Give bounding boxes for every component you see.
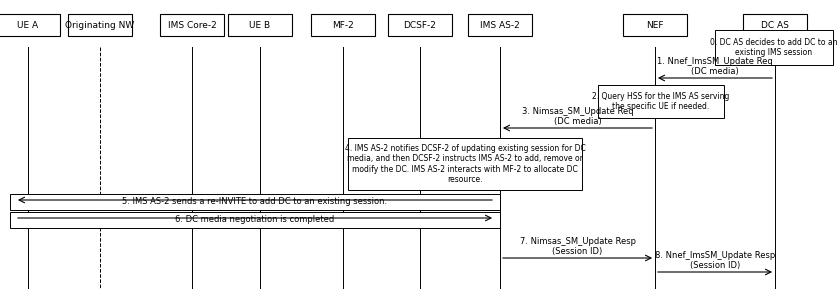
Text: 3. Nimsas_SM_Update Req
(DC media): 3. Nimsas_SM_Update Req (DC media)	[522, 107, 634, 126]
Text: DC AS: DC AS	[761, 21, 789, 30]
Text: 2. Query HSS for the IMS AS serving
the specific UE if needed.: 2. Query HSS for the IMS AS serving the …	[592, 92, 730, 111]
Bar	[10, 194, 500, 210]
Text: DCSF-2: DCSF-2	[404, 21, 437, 30]
Text: MF-2: MF-2	[332, 21, 354, 30]
Bar	[468, 14, 532, 36]
Bar	[68, 14, 132, 36]
Bar	[10, 212, 500, 228]
Text: NEF: NEF	[646, 21, 664, 30]
Bar	[388, 14, 452, 36]
Bar	[623, 14, 687, 36]
Text: 8. Nnef_ImsSM_Update Resp
(Session ID): 8. Nnef_ImsSM_Update Resp (Session ID)	[654, 251, 775, 270]
Bar	[228, 14, 292, 36]
Bar	[743, 14, 807, 36]
Text: 0. DC AS decides to add DC to an
existing IMS session: 0. DC AS decides to add DC to an existin…	[711, 38, 838, 57]
Text: 4. IMS AS-2 notifies DCSF-2 of updating existing session for DC
media, and then : 4. IMS AS-2 notifies DCSF-2 of updating …	[344, 144, 586, 184]
Text: 1. Nnef_ImsSM_Update Req
(DC media): 1. Nnef_ImsSM_Update Req (DC media)	[657, 57, 773, 76]
Text: 7. Nimsas_SM_Update Resp
(Session ID): 7. Nimsas_SM_Update Resp (Session ID)	[520, 237, 635, 256]
Text: IMS Core-2: IMS Core-2	[168, 21, 216, 30]
Bar	[160, 14, 224, 36]
Bar	[348, 138, 582, 190]
Bar	[0, 14, 60, 36]
Text: UE B: UE B	[250, 21, 271, 30]
Bar	[715, 30, 833, 65]
Text: Originating NW: Originating NW	[65, 21, 135, 30]
Text: 6. DC media negotiation is completed: 6. DC media negotiation is completed	[175, 215, 334, 224]
Bar	[598, 85, 724, 118]
Text: IMS AS-2: IMS AS-2	[480, 21, 520, 30]
Text: UE A: UE A	[18, 21, 39, 30]
Text: 5. IMS AS-2 sends a re-INVITE to add DC to an existing session.: 5. IMS AS-2 sends a re-INVITE to add DC …	[122, 197, 387, 207]
Bar	[311, 14, 375, 36]
